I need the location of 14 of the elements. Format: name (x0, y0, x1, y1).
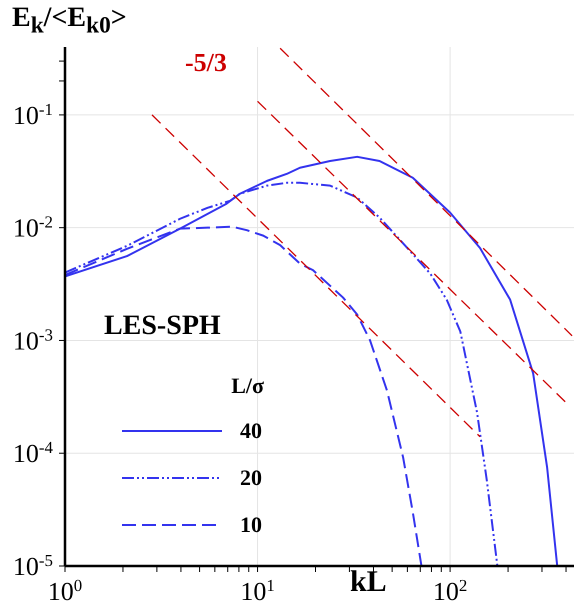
x-tick-label: 10$^{2}$ (432, 576, 468, 603)
annotation: LES-SPH (104, 310, 221, 342)
x-axis-title: kL (350, 565, 387, 599)
y-tick-label: 10$^{-4}$ (12, 438, 54, 468)
legend-label: 10 (240, 512, 262, 538)
x-tick-label: 10$^{1}$ (240, 576, 275, 603)
y-tick-label: 10$^{-3}$ (12, 324, 53, 356)
y-tick-label: 10$^{-1}$ (12, 99, 53, 130)
y-tick-label: 10$^{-2}$ (12, 212, 53, 243)
legend-title: L/σ (230, 373, 265, 399)
legend-label: 20 (240, 464, 262, 490)
y-axis-title: E$_{k}$/<E$_{k0}$> (12, 2, 127, 40)
legend-label: 40 (240, 418, 262, 444)
annotation: -5/3 (185, 48, 227, 78)
